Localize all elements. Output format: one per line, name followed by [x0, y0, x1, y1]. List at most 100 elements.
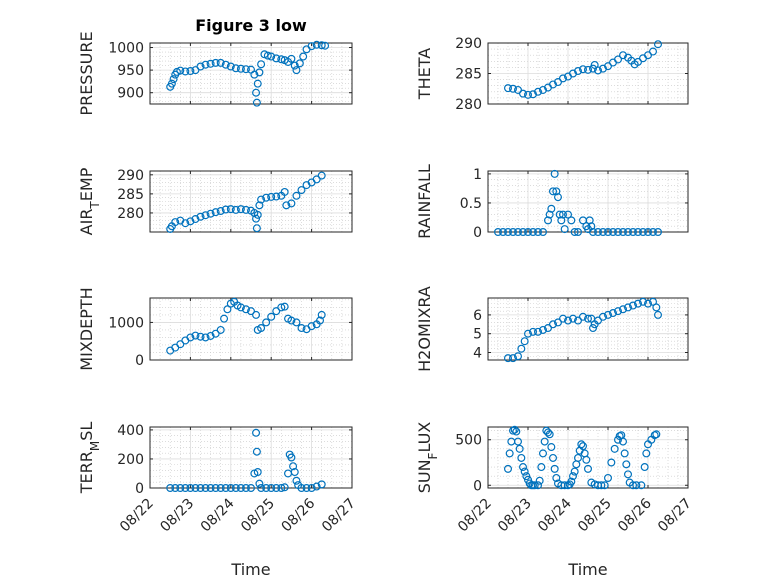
data-point — [299, 52, 308, 61]
data-point — [633, 299, 642, 308]
data-point — [247, 484, 256, 493]
data-point — [648, 47, 657, 56]
data-point — [253, 79, 262, 88]
data-point — [552, 473, 561, 482]
data-point — [504, 84, 513, 93]
data-point — [598, 228, 607, 237]
data-point — [528, 228, 537, 237]
data-point — [643, 299, 652, 308]
data-point — [558, 74, 567, 83]
data-point — [538, 449, 547, 458]
data-point — [321, 41, 330, 50]
data-point — [563, 316, 572, 325]
data-point — [553, 318, 562, 327]
data-point — [181, 484, 190, 493]
data-point — [287, 453, 296, 462]
data-point — [622, 460, 631, 469]
data-point — [522, 472, 531, 481]
data-point — [226, 484, 235, 493]
y-tick-label: 900 — [117, 86, 144, 102]
data-point — [610, 444, 619, 453]
data-point — [585, 216, 594, 225]
data-point — [295, 59, 304, 68]
data-point — [548, 320, 557, 329]
tick-marks — [487, 298, 689, 360]
y-tick-label: 280 — [117, 206, 144, 222]
data-point — [272, 307, 281, 316]
data-point — [518, 463, 527, 472]
data-point — [280, 187, 289, 196]
data-point — [494, 228, 503, 237]
data-point — [221, 484, 230, 493]
data-point — [292, 476, 301, 485]
minor-grid — [488, 427, 688, 488]
data-point — [191, 215, 200, 224]
data-point — [568, 472, 577, 481]
data-point — [312, 40, 321, 49]
data-point — [518, 228, 527, 237]
y-tick-label: 0 — [135, 353, 144, 369]
tick-marks — [149, 298, 353, 361]
data-point — [628, 301, 637, 310]
data-point — [598, 64, 607, 73]
data-point — [267, 312, 276, 321]
data-point — [577, 440, 586, 449]
y-tick-label: 1 — [473, 167, 482, 183]
data-point — [253, 468, 262, 477]
data-point — [528, 90, 537, 99]
data-point — [603, 310, 612, 319]
data-point — [169, 75, 178, 84]
data-point — [557, 216, 566, 225]
data-point — [578, 65, 587, 74]
y-tick-label: 950 — [117, 63, 144, 79]
subplot-air-temp: 280 285 290 AIRTEMP — [77, 167, 353, 235]
x-tick-label: 08/27 — [319, 496, 359, 536]
data-point — [292, 318, 301, 327]
data-point — [533, 481, 542, 490]
data-point — [552, 187, 561, 196]
y-tick-label: 400 — [117, 423, 144, 439]
data-point — [181, 219, 190, 228]
y-tick-label: 500 — [455, 433, 482, 449]
data-point — [206, 484, 215, 493]
data-point — [598, 312, 607, 321]
data-point — [196, 484, 205, 493]
data-point — [509, 354, 518, 363]
x-tick-label: 08/24 — [198, 495, 238, 535]
data-point — [191, 331, 200, 340]
data-point — [509, 84, 518, 93]
data-point — [287, 199, 296, 208]
data-point — [623, 303, 632, 312]
data-point — [567, 216, 576, 225]
data-point — [252, 88, 261, 97]
data-point — [523, 228, 532, 237]
data-point — [250, 70, 259, 79]
data-point — [216, 207, 225, 216]
data-point — [653, 228, 662, 237]
data-series — [504, 297, 662, 363]
data-point — [533, 228, 542, 237]
data-point — [262, 193, 271, 202]
data-point — [241, 205, 250, 214]
data-point — [588, 324, 597, 333]
data-point — [241, 305, 250, 314]
data-point — [252, 98, 261, 107]
minor-grid — [150, 427, 352, 488]
data-point — [545, 210, 554, 219]
tick-marks — [487, 171, 689, 233]
data-point — [317, 41, 326, 50]
data-point — [257, 484, 266, 493]
y-axis-label: TERRMSL — [77, 422, 102, 495]
data-point — [653, 310, 662, 319]
data-point — [517, 344, 526, 353]
data-point — [167, 79, 176, 88]
data-point — [533, 327, 542, 336]
y-tick-label: 6 — [473, 308, 482, 324]
x-tick-label: 08/27 — [655, 496, 695, 536]
data-point — [317, 480, 326, 489]
y-axis-label: AIRTEMP — [77, 167, 102, 235]
data-point — [550, 169, 559, 178]
figure-title: Figure 3 low — [195, 16, 307, 35]
data-point — [263, 51, 272, 60]
